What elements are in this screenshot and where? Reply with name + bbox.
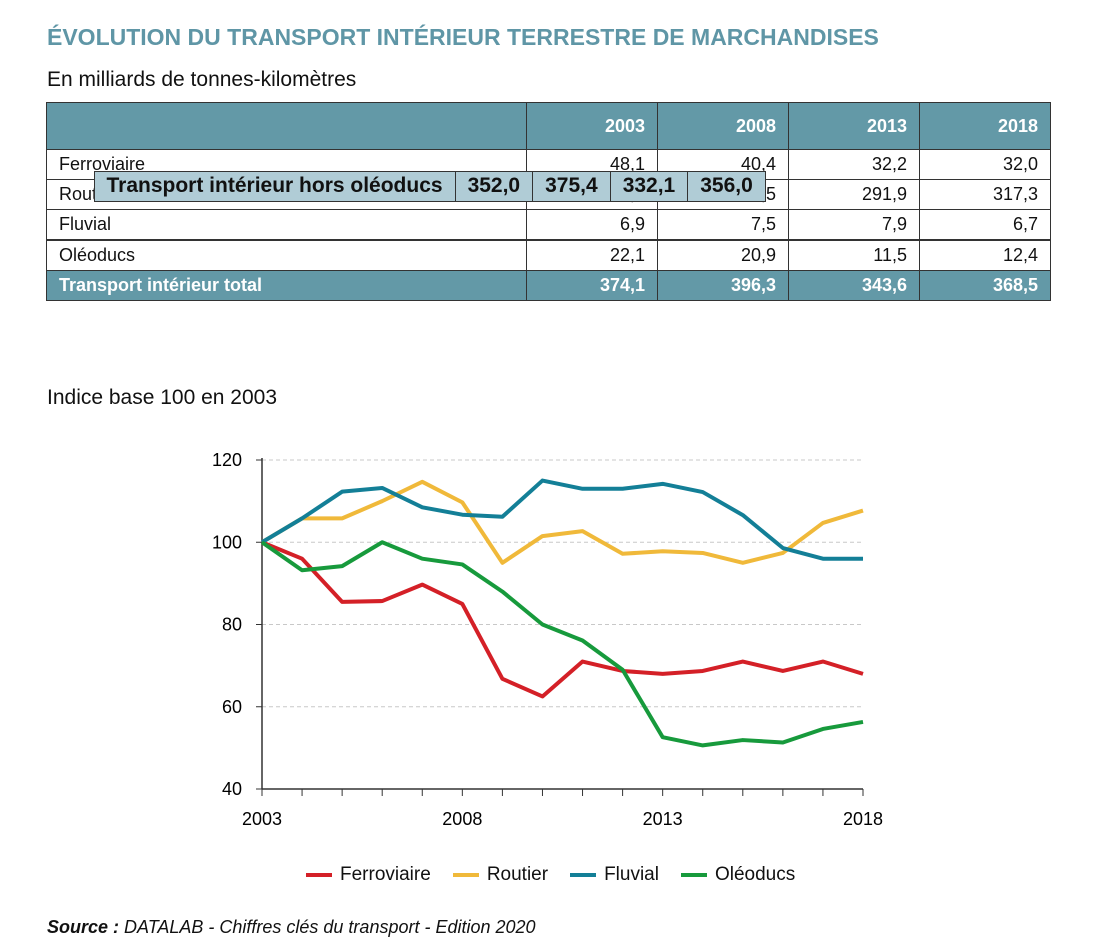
y-tick-label: 80 xyxy=(222,615,242,635)
legend-swatch xyxy=(452,872,479,877)
source: Source : DATALAB - Chiffres clés du tran… xyxy=(47,917,536,938)
x-tick-label: 2018 xyxy=(843,809,883,829)
legend-label: Routier xyxy=(486,864,549,885)
legend-item: Fluvial xyxy=(570,864,659,886)
cell-value: 332,1 xyxy=(609,170,689,202)
line-chart: 40 60 80 100 120 2003 2008 2013 2018 xyxy=(212,450,883,829)
cell-value: 291,9 xyxy=(788,179,920,210)
legend-swatch xyxy=(306,872,332,877)
cell-value: 11,5 xyxy=(788,240,920,271)
cell-value: 356,0 xyxy=(687,170,766,202)
row-label: Transport intérieur hors oléoducs xyxy=(93,170,456,202)
x-tick-label: 2008 xyxy=(442,809,482,829)
y-tick-label: 40 xyxy=(222,779,242,799)
y-tick-label: 120 xyxy=(212,450,242,470)
x-tick-label: 2003 xyxy=(242,809,282,829)
page-title: ÉVOLUTION DU TRANSPORT INTÉRIEUR TERREST… xyxy=(47,24,879,50)
cell-value: 352,0 xyxy=(454,170,534,202)
column-header: 2013 xyxy=(788,102,920,150)
y-tick-label: 60 xyxy=(222,697,242,717)
legend: Ferroviaire Routier Fluvial Oléoducs xyxy=(306,864,795,886)
cell-value: 22,1 xyxy=(526,240,658,271)
series-line-routier xyxy=(260,479,864,565)
cell-value: 20,9 xyxy=(657,240,789,271)
x-tick-label: 2013 xyxy=(643,809,683,829)
table-row: Fluvial 6,9 7,5 7,9 6,7 xyxy=(46,209,1051,240)
legend-item: Ferroviaire xyxy=(306,864,431,886)
column-header: 2003 xyxy=(526,102,658,150)
legend-swatch xyxy=(570,872,597,877)
column-header: 2008 xyxy=(657,102,789,150)
cell-value: 375,4 xyxy=(532,170,611,202)
cell-value: 6,9 xyxy=(526,209,658,240)
source-label: Source : xyxy=(47,917,120,937)
series-line-fluvial xyxy=(260,478,863,561)
cell-value: 32,2 xyxy=(788,149,920,180)
cell-value: 368,5 xyxy=(919,270,1051,301)
cell-value: 32,0 xyxy=(919,149,1051,180)
y-tick-label: 100 xyxy=(212,532,242,552)
cell-value: 12,4 xyxy=(919,240,1051,271)
cell-value: 317,3 xyxy=(919,179,1051,210)
table-row: Transport intérieur total 374,1 396,3 343,6… xyxy=(46,270,1051,301)
legend-label: Fluvial xyxy=(604,864,659,885)
series-line-oléoducs xyxy=(260,540,864,748)
row-label: Fluvial xyxy=(46,209,527,240)
chart-title: Indice base 100 en 2003 xyxy=(47,386,278,409)
column-header xyxy=(46,102,527,150)
cell-value: 6,7 xyxy=(919,209,1051,240)
cell-value: 374,1 xyxy=(526,270,658,301)
source-text: DATALAB - Chiffres clés du transport - E… xyxy=(119,917,536,937)
legend-item: Oléoducs xyxy=(680,864,796,886)
legend-label: Oléoducs xyxy=(714,864,796,885)
cell-value: 7,9 xyxy=(788,209,920,240)
series-line-ferroviaire xyxy=(261,540,864,699)
data-table: 2003 2008 2013 2018 Ferroviaire 48,1 40,4 32,2… xyxy=(46,102,1051,301)
row-label: Oléoducs xyxy=(46,240,527,271)
table-subtitle: En milliards de tonnes-kilomètres xyxy=(47,68,357,91)
legend-item: Routier xyxy=(452,864,549,886)
legend-swatch xyxy=(680,872,707,877)
table-row: Transport intérieur hors oléoducs 352,0 37… xyxy=(93,170,766,202)
header-row: 2003 2008 2013 2018 xyxy=(46,102,1051,150)
cell-value: 396,3 xyxy=(657,270,789,301)
table-row: Oléoducs 22,1 20,9 11,5 12,4 xyxy=(46,240,1051,271)
legend-label: Ferroviaire xyxy=(340,864,431,885)
cell-value: 7,5 xyxy=(657,209,789,240)
column-header: 2018 xyxy=(919,102,1051,150)
cell-value: 343,6 xyxy=(788,270,920,301)
row-label: Transport intérieur total xyxy=(46,270,527,301)
